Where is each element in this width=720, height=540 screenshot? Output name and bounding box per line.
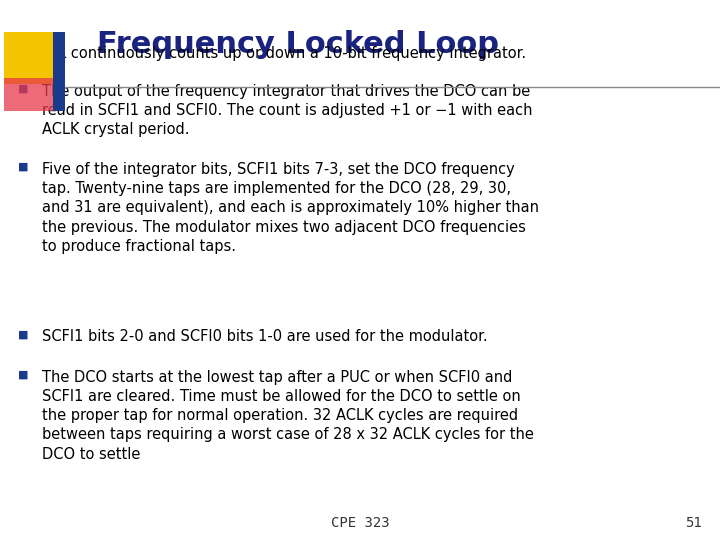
Text: 51: 51 <box>685 516 702 530</box>
Text: ■: ■ <box>18 370 29 380</box>
Text: ■: ■ <box>18 162 29 172</box>
Text: ■: ■ <box>18 46 29 56</box>
Text: SCFI1 bits 2-0 and SCFI0 bits 1-0 are used for the modulator.: SCFI1 bits 2-0 and SCFI0 bits 1-0 are us… <box>42 329 487 345</box>
Text: FLL continuously counts up or down a 10-bit frequency integrator.: FLL continuously counts up or down a 10-… <box>42 46 526 61</box>
Text: ■: ■ <box>18 329 29 340</box>
Text: ■: ■ <box>18 84 29 94</box>
Text: Five of the integrator bits, SCFI1 bits 7-3, set the DCO frequency
tap. Twenty-n: Five of the integrator bits, SCFI1 bits … <box>42 162 539 254</box>
Text: The output of the frequency integrator that drives the DCO can be
read in SCFI1 : The output of the frequency integrator t… <box>42 84 532 137</box>
Text: The DCO starts at the lowest tap after a PUC or when SCFI0 and
SCFI1 are cleared: The DCO starts at the lowest tap after a… <box>42 370 534 462</box>
Text: Frequency Locked Loop: Frequency Locked Loop <box>97 30 499 59</box>
Text: CPE 323: CPE 323 <box>330 516 390 530</box>
